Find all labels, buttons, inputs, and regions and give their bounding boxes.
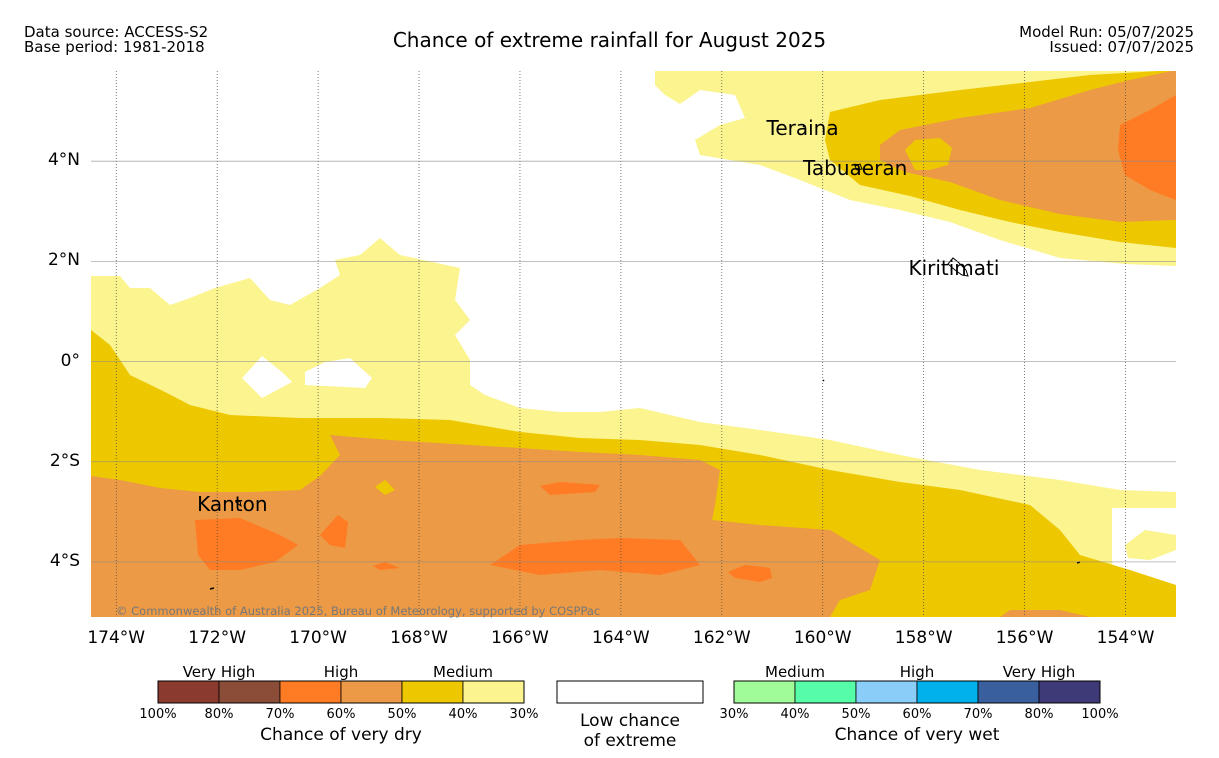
dry-60-70-patch-b (490, 538, 700, 575)
low-chance-caption-line2: of extreme (583, 731, 677, 751)
dry-legend-swatch-0 (157, 680, 220, 704)
x-tick-label: 158°W (894, 628, 953, 648)
kiritimati-island (947, 257, 969, 277)
dry-50-60-south-patch (1000, 610, 1090, 617)
x-tick-label: 160°W (793, 628, 852, 648)
x-tick-label: 166°W (491, 628, 549, 648)
grid-lines (91, 71, 1176, 617)
issued-text: Issued: 07/07/2025 (1049, 38, 1194, 56)
wet-legend-swatch-3 (916, 680, 979, 704)
dry-legend-tick-label: 80% (204, 707, 234, 722)
low-chance-caption-line1: Low chance (580, 711, 680, 731)
wet-legend-heading: Very High (1002, 663, 1076, 681)
dry-40-50-patch (375, 480, 395, 495)
dry-60-70-kanton (195, 518, 298, 570)
low-chance-swatch (556, 680, 704, 704)
wet-legend-swatch-5 (1038, 680, 1101, 704)
place-label-kiritimati: Kiritimati (908, 256, 1000, 281)
place-label-kanton: Kanton (197, 491, 268, 516)
dry-60-70-patch-d (728, 565, 772, 582)
legend-bars (157, 680, 1101, 704)
y-tick-label: 2°N (47, 250, 80, 271)
wet-legend-bar-outline (733, 680, 1101, 704)
dry-60-70-patch-c (540, 482, 600, 495)
map-title: Chance of extreme rainfall for August 20… (392, 28, 827, 52)
dry-legend-swatch-4 (401, 680, 464, 704)
wet-legend-heading: High (899, 663, 935, 681)
dry-30-40-patch (1125, 530, 1176, 560)
dry-60-70-north (1118, 95, 1176, 200)
dry-legend-tick-label: 100% (139, 707, 177, 722)
dry-legend-tick-label: 40% (448, 707, 478, 722)
base-period-text: Base period: 1981-2018 (24, 38, 205, 56)
dry-legend-bar-outline (157, 680, 525, 704)
y-tick-label: 0° (60, 350, 80, 371)
dry-legend-swatch-5 (462, 680, 525, 704)
y-tick-label: 4°N (47, 150, 80, 171)
x-tick-label: 156°W (995, 628, 1054, 648)
dry-legend-heading: Very High (182, 663, 256, 681)
x-tick-label: 162°W (692, 628, 751, 648)
y-tick-label: 2°S (49, 450, 80, 471)
dry-50-60-north (880, 71, 1176, 222)
small-island (209, 587, 215, 590)
dry-60-70-patch-a (320, 515, 348, 548)
x-tick-label: 174°W (87, 628, 146, 648)
y-tick-label: 4°S (49, 550, 80, 571)
dry-legend-tick-label: 60% (326, 707, 356, 722)
data-source-text: Data source: ACCESS-S2 (24, 23, 209, 41)
dry-legend-swatch-3 (340, 680, 403, 704)
wet-legend-caption: Chance of very wet (834, 725, 1000, 745)
dry-legend-heading: High (323, 663, 359, 681)
wet-legend-heading: Medium (765, 663, 825, 681)
dry-50-60-region (91, 435, 880, 617)
dry-legend-tick-label: 30% (509, 707, 539, 722)
dry-legend-swatch-2 (279, 680, 342, 704)
low-chance-hole-2 (305, 358, 372, 388)
wet-legend-tick-label: 80% (1024, 707, 1054, 722)
dry-legend-tick-label: 50% (387, 707, 417, 722)
x-tick-label: 168°W (390, 628, 448, 648)
place-label-teraina: Teraina (766, 116, 839, 141)
wet-legend-tick-label: 40% (780, 707, 810, 722)
wet-legend-swatch-1 (794, 680, 857, 704)
wet-legend-tick-label: 70% (963, 707, 993, 722)
dry-legend-heading: Medium (433, 663, 493, 681)
x-tick-label: 172°W (188, 628, 247, 648)
dry-legend-tick-label: 70% (265, 707, 295, 722)
wet-legend-swatch-0 (733, 680, 796, 704)
wet-legend-tick-label: 50% (841, 707, 871, 722)
low-chance-hole-1 (242, 356, 292, 398)
wet-legend-swatch-2 (855, 680, 918, 704)
small-island (802, 125, 805, 128)
copyright-notice: © Commonwealth of Australia 2025, Bureau… (116, 604, 601, 618)
tabuaeran-island (854, 163, 863, 171)
kanton-island (234, 500, 242, 508)
dry-legend-caption: Chance of very dry (260, 725, 422, 745)
model-run-text: Model Run: 05/07/2025 (1019, 23, 1194, 41)
small-island (822, 379, 825, 382)
x-tick-label: 154°W (1096, 628, 1155, 648)
map-plot-area (91, 71, 1176, 617)
x-tick-label: 170°W (289, 628, 347, 648)
wet-legend-tick-label: 30% (719, 707, 749, 722)
place-label-tabuaeran: Tabuaeran (803, 156, 908, 181)
wet-legend-swatch-4 (977, 680, 1040, 704)
dry-60-70-patch-e (373, 562, 400, 570)
x-tick-label: 164°W (591, 628, 650, 648)
dry-40-50-north-patch (905, 138, 952, 170)
dry-legend-swatch-1 (218, 680, 281, 704)
wet-legend-tick-label: 100% (1081, 707, 1119, 722)
wet-legend-tick-label: 60% (902, 707, 932, 722)
